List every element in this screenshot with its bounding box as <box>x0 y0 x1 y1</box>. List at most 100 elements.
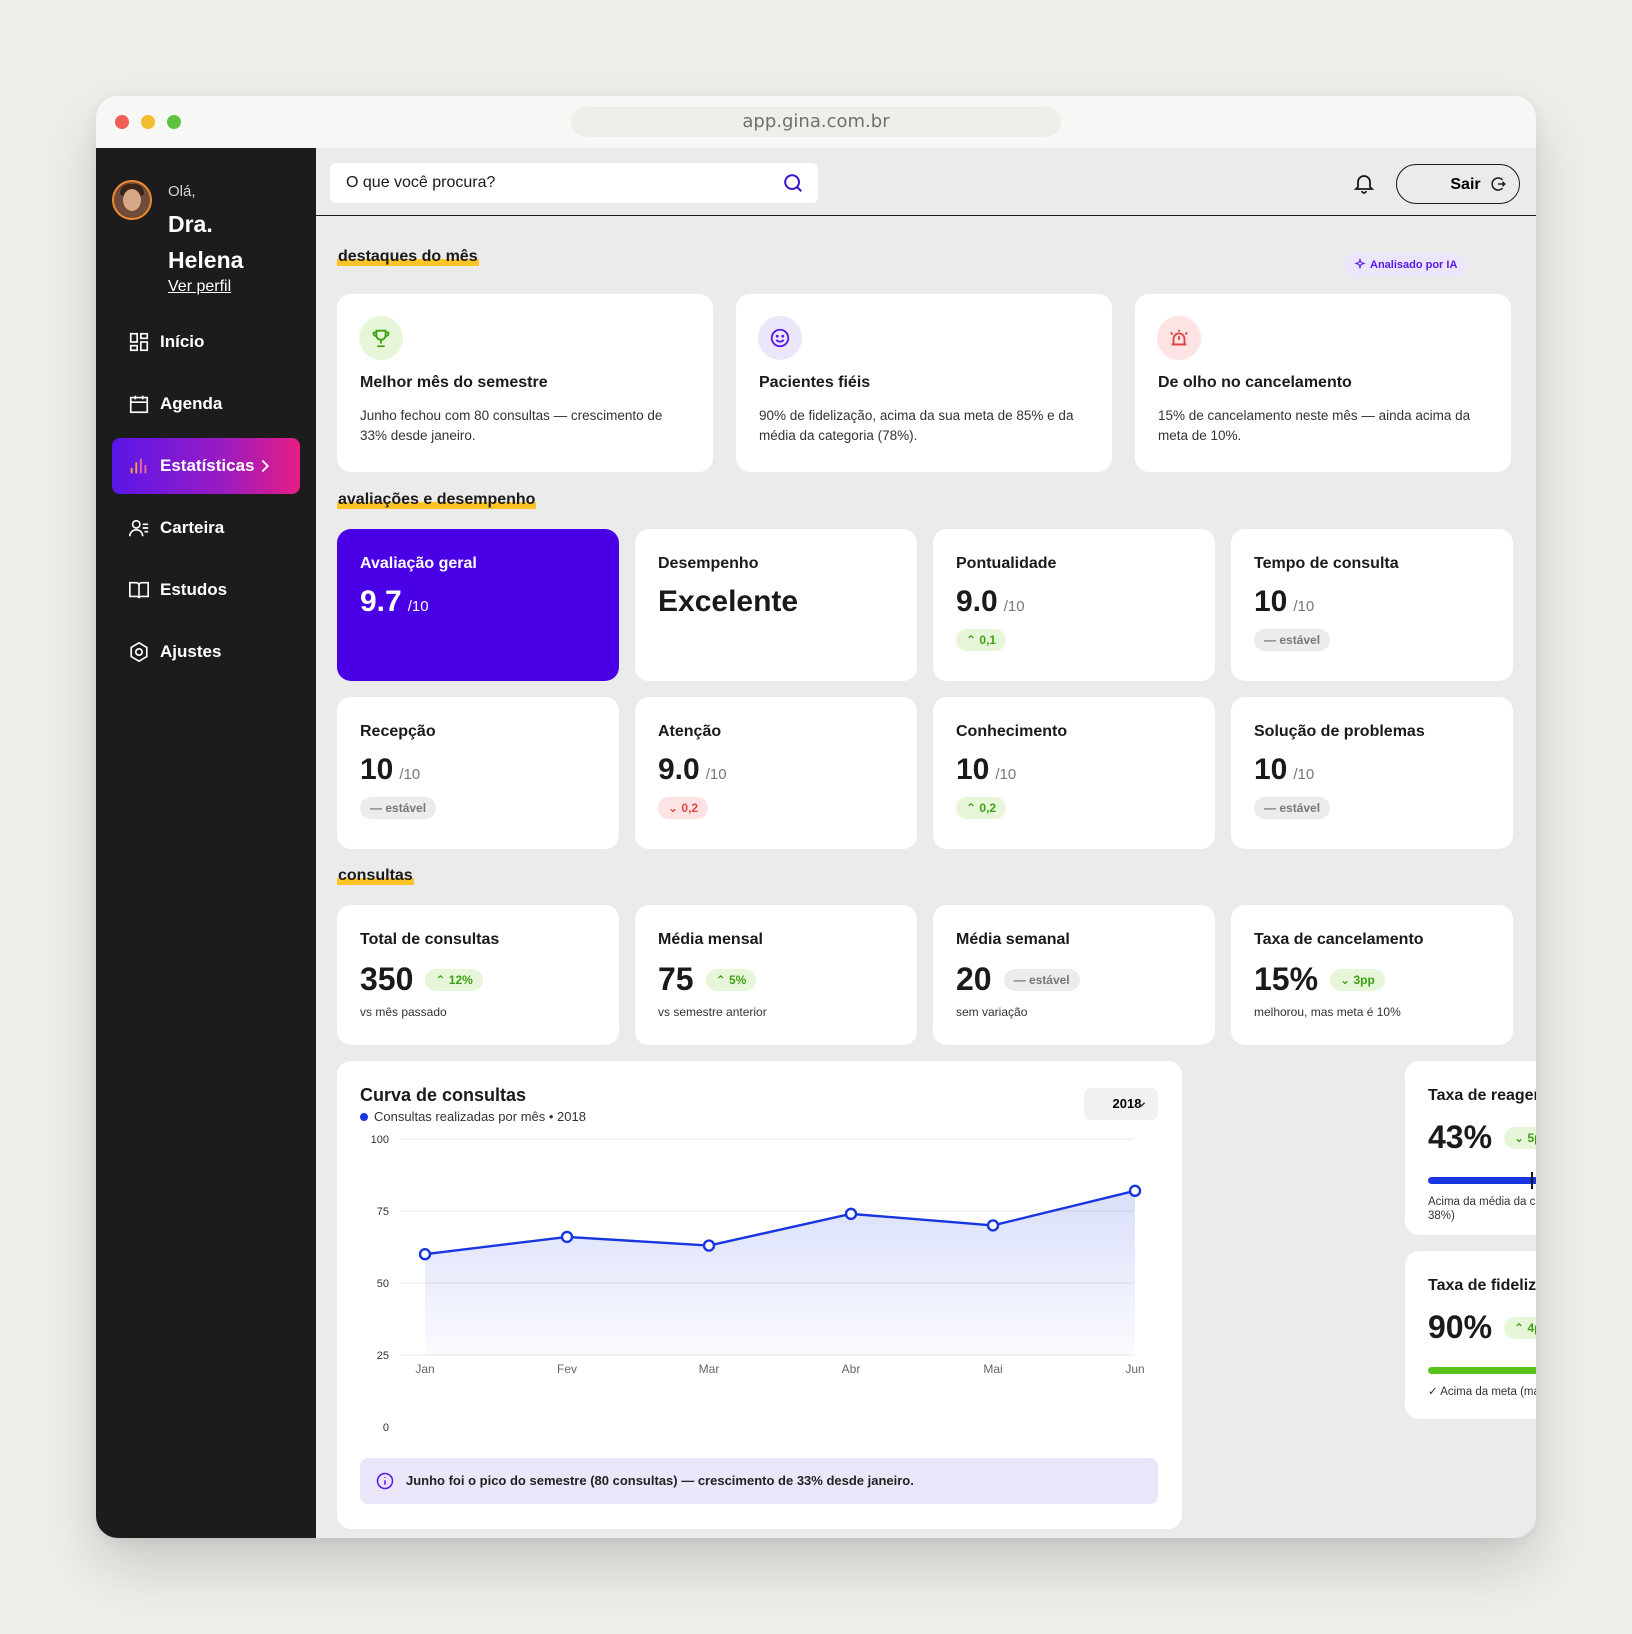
rating-value: Excelente <box>658 585 799 618</box>
grid-icon <box>129 332 149 352</box>
search-input[interactable] <box>330 163 770 203</box>
title-bar: app.gina.com.br <box>96 96 1536 148</box>
consultations-chart-card: 0 25 50 75 100 Jan Fev Mar Abr Mai Jun Curva de co… <box>337 1061 1182 1529</box>
rating-card-performance: Desempenho Excelente <box>635 529 917 681</box>
consult-card-monthly-avg: Média mensal 75 ⌃ 5% vs semestre anterior <box>635 905 917 1045</box>
ai-badge-label: Analisado por IA <box>1370 259 1458 271</box>
rating-value: 10/10 <box>1254 753 1314 787</box>
trend-label: estável <box>1279 801 1321 815</box>
rating-number: 9.0 <box>658 753 700 786</box>
alarm-icon <box>1170 329 1188 346</box>
rating-number: 10 <box>360 753 394 786</box>
chart-subtitle: Consultas realizadas por mês • 2018 <box>374 1109 586 1124</box>
greeting-text: Olá, <box>168 183 196 200</box>
year-select[interactable]: 2018 <box>1084 1088 1158 1120</box>
progress-fill <box>1428 1177 1536 1184</box>
data-point <box>986 1219 1000 1232</box>
rating-number: 10 <box>1254 585 1288 618</box>
rating-title: Tempo de consulta <box>1254 555 1399 572</box>
chart-title: Curva de consultas <box>360 1085 527 1105</box>
sidebar-item-estatisticas[interactable]: Estatísticas <box>112 438 300 494</box>
user-name: Dra. Helena <box>168 211 244 273</box>
book-icon <box>129 581 149 599</box>
rating-title: Desempenho <box>658 555 759 572</box>
sidebar-item-inicio[interactable]: Início <box>112 314 300 370</box>
rating-number: 10 <box>1254 753 1288 786</box>
close-window-button[interactable] <box>115 115 129 129</box>
rating-value: 9.0/10 <box>658 753 727 787</box>
rate-value: 43% <box>1428 1119 1493 1155</box>
rate-value-row: 90% ⌃ 4pp <box>1428 1309 1536 1346</box>
highlight-title: Pacientes fiéis <box>759 374 871 391</box>
chevron-down-icon <box>1137 1102 1146 1107</box>
rating-title: Avaliação geral <box>360 555 477 572</box>
sidebar-item-estudos[interactable]: Estudos <box>112 562 300 618</box>
section-title-consultations: consultas <box>337 867 414 885</box>
bar-chart-icon <box>130 458 147 474</box>
smile-icon <box>770 328 790 348</box>
rating-card-punctuality: Pontualidade 9.0/10 ⌃ 0,1 <box>933 529 1215 681</box>
y-tick-label: 100 <box>371 1134 389 1146</box>
search-icon[interactable] <box>782 172 804 194</box>
trend-badge: ⌃ 0,2 <box>956 797 1007 819</box>
sidebar-item-carteira[interactable]: Carteira <box>112 500 300 556</box>
consult-title: Taxa de cancelamento <box>1254 931 1424 948</box>
section-title-ratings: avaliações e desempenho <box>337 491 537 509</box>
address-bar[interactable]: app.gina.com.br <box>571 107 1061 137</box>
x-tick-label: Fev <box>557 1362 577 1376</box>
chart-insight-note: Junho foi o pico do semestre (80 consult… <box>360 1458 1158 1504</box>
consult-card-cancellation-rate: Taxa de cancelamento 15% ⌄ 3pp melhorou, … <box>1231 905 1513 1045</box>
data-point <box>702 1239 716 1252</box>
consult-value: 20 <box>956 961 992 997</box>
consult-value: 350 <box>360 961 414 997</box>
trend-label: 3pp <box>1353 972 1375 987</box>
rating-value: 10/10 <box>1254 585 1314 619</box>
rating-number: 9.7 <box>360 585 402 618</box>
progress-bar <box>1428 1172 1536 1189</box>
rating-title: Pontualidade <box>956 555 1057 572</box>
trend-label: 5% <box>728 972 747 987</box>
users-list-icon <box>129 519 149 537</box>
data-point <box>418 1247 432 1261</box>
rating-denominator: /10 <box>705 766 727 783</box>
consult-title: Média mensal <box>658 931 763 948</box>
sidebar: Olá, Dra. Helena Ver perfil Início Agend… <box>96 148 316 1538</box>
benchmark-marker <box>1531 1172 1534 1189</box>
highlight-text: Junho fechou com 80 consultas — crescime… <box>360 408 663 443</box>
top-bar: Sair <box>316 148 1536 216</box>
rate-title: Taxa de fidelização <box>1428 1277 1536 1294</box>
consult-caption: sem variação <box>956 1005 1028 1019</box>
bell-icon[interactable] <box>1352 171 1376 195</box>
rate-card-rescheduling: Taxa de reagendamento 43% ⌄ 5pp Acima da … <box>1405 1061 1536 1235</box>
view-profile-link[interactable]: Ver perfil <box>168 278 232 295</box>
rating-card-consultation-time: Tempo de consulta 10/10 — estável <box>1231 529 1513 681</box>
sidebar-item-agenda[interactable]: Agenda <box>112 376 300 432</box>
trend-badge: ⌄ 0,2 <box>658 797 709 819</box>
year-select-value: 2018 <box>1112 1096 1142 1111</box>
rating-value: 10/10 <box>956 753 1016 787</box>
consult-value: 15% <box>1254 961 1319 997</box>
search-box <box>330 163 818 203</box>
highlight-card-loyal-patients: Pacientes fiéis 90% de fidelização, acim… <box>736 294 1112 472</box>
highlight-icon-wrap <box>359 316 403 360</box>
consult-card-weekly-avg: Média semanal 20 — estável sem variação <box>933 905 1215 1045</box>
rate-note: Acima da média da categoria (marca: 38%) <box>1428 1196 1536 1222</box>
trend-badge: ⌃ 4pp <box>1504 1316 1536 1339</box>
minimize-window-button[interactable] <box>141 115 155 129</box>
data-point <box>844 1207 858 1221</box>
trend-badge: — estável <box>1254 629 1331 651</box>
rating-denominator: /10 <box>1293 766 1315 783</box>
sidebar-item-ajustes[interactable]: Ajustes <box>112 624 300 680</box>
trend-badge: — estável <box>1254 797 1331 819</box>
consultations-line-chart: 0 25 50 75 100 Jan Fev Mar Abr Mai Jun <box>371 1134 1145 1434</box>
consult-value-row: 350 ⌃ 12% <box>360 961 483 998</box>
consult-value-row: 15% ⌄ 3pp <box>1254 961 1385 998</box>
maximize-window-button[interactable] <box>167 115 181 129</box>
rating-number: 10 <box>956 753 990 786</box>
avatar[interactable] <box>112 180 152 220</box>
rating-denominator: /10 <box>1293 598 1315 615</box>
rating-title: Recepção <box>360 723 436 740</box>
logout-button[interactable]: Sair <box>1396 164 1520 204</box>
chart-note-text: Junho foi o pico do semestre (80 consult… <box>406 1473 914 1488</box>
highlight-icon-wrap <box>1157 316 1201 360</box>
